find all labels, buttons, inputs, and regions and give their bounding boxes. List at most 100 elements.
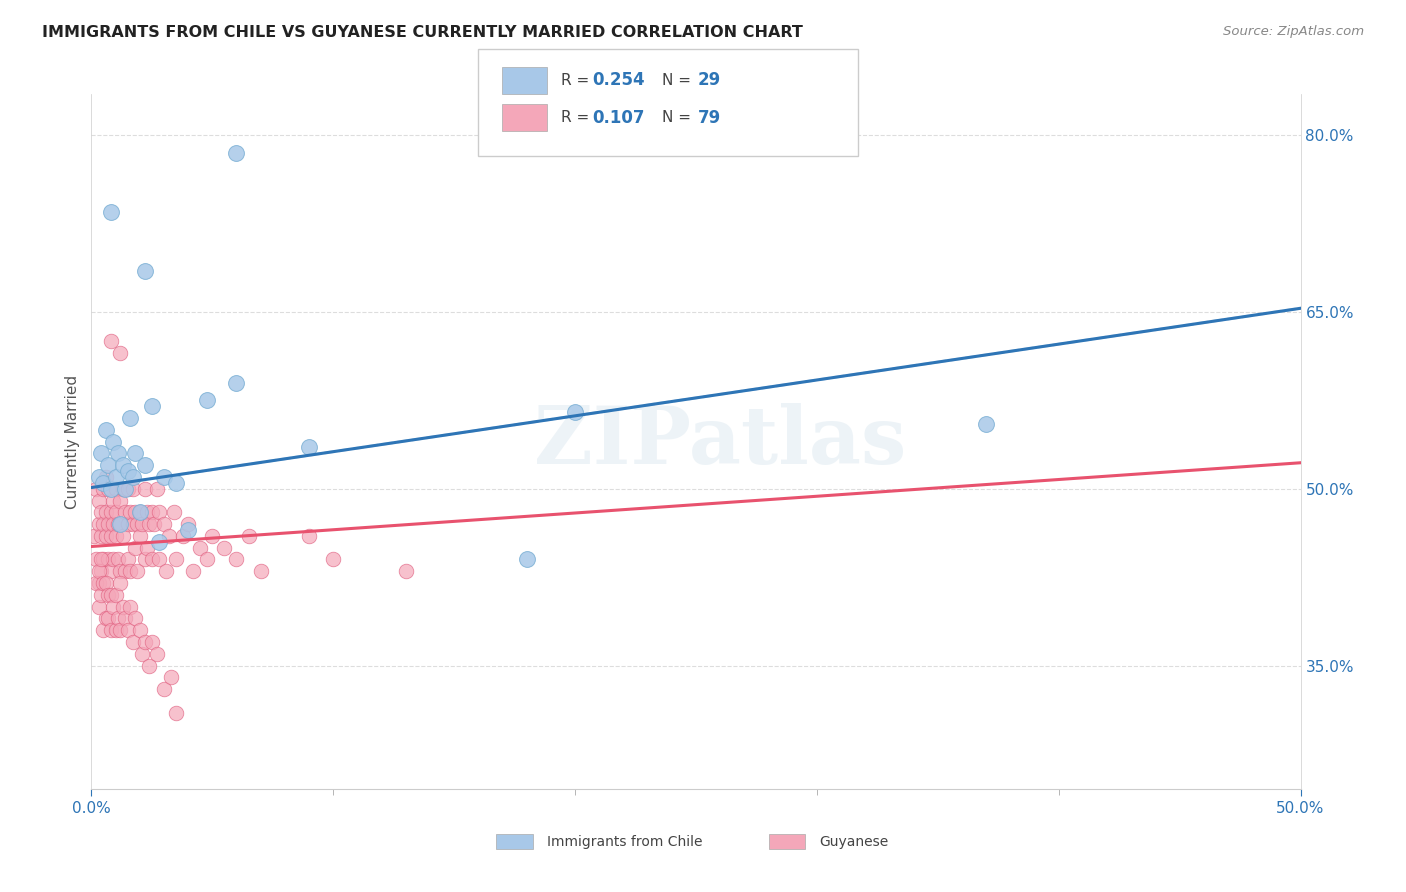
Point (214, 541, 236, 555)
Point (145, 482, 167, 496)
Point (153, 682, 176, 697)
Point (225, 376, 247, 390)
Point (87, 493, 110, 508)
Point (93, 576, 115, 591)
Point (110, 493, 132, 508)
Point (104, 529, 127, 543)
Point (93, 624, 115, 638)
Point (101, 493, 124, 508)
Point (177, 523, 200, 537)
Point (145, 647, 167, 661)
Point (172, 529, 194, 543)
Point (197, 552, 219, 566)
Point (94, 470, 117, 484)
Point (148, 534, 170, 549)
Point (124, 505, 146, 519)
Text: Source: ZipAtlas.com: Source: ZipAtlas.com (1223, 25, 1364, 38)
Point (93, 475, 115, 490)
Point (131, 517, 153, 532)
Point (162, 505, 184, 519)
Point (90, 446, 112, 460)
Point (100, 564, 122, 578)
Point (104, 470, 127, 484)
Point (111, 599, 134, 614)
Point (141, 505, 163, 519)
Point (100, 204, 122, 219)
Point (136, 505, 159, 519)
Point (127, 564, 149, 578)
Point (97, 611, 120, 625)
Text: 29: 29 (697, 71, 721, 89)
Point (84, 482, 107, 496)
Point (121, 482, 143, 496)
Point (84, 576, 107, 591)
Point (94, 529, 117, 543)
Point (94, 505, 117, 519)
Bar (496, 834, 533, 849)
Point (100, 482, 122, 496)
Point (90, 588, 112, 602)
Point (87, 470, 110, 484)
Point (128, 624, 150, 638)
Point (111, 482, 134, 496)
Point (90, 529, 112, 543)
Point (143, 517, 166, 532)
Point (107, 446, 129, 460)
Point (110, 564, 132, 578)
Point (117, 482, 139, 496)
Point (148, 505, 170, 519)
Point (148, 552, 170, 566)
Point (100, 624, 122, 638)
Point (121, 635, 143, 649)
Point (101, 599, 124, 614)
Point (87, 599, 110, 614)
Point (124, 541, 146, 555)
Point (128, 505, 150, 519)
Point (124, 611, 146, 625)
Point (153, 517, 176, 532)
Point (93, 482, 115, 496)
Point (564, 405, 586, 419)
Point (395, 564, 418, 578)
Point (141, 552, 163, 566)
Point (188, 541, 211, 555)
Point (165, 552, 187, 566)
Point (83, 529, 105, 543)
Point (225, 145, 247, 160)
Point (177, 517, 200, 532)
Point (974, 417, 997, 431)
Point (111, 458, 134, 472)
Point (121, 470, 143, 484)
Point (97, 517, 120, 532)
Point (84, 552, 107, 566)
Point (110, 576, 132, 591)
Point (124, 446, 146, 460)
Point (121, 517, 143, 532)
Point (114, 611, 136, 625)
Point (107, 552, 129, 566)
Text: ZIPatlas: ZIPatlas (534, 402, 907, 481)
Point (157, 529, 180, 543)
Text: 0.254: 0.254 (592, 71, 644, 89)
Text: IMMIGRANTS FROM CHILE VS GUYANESE CURRENTLY MARRIED CORRELATION CHART: IMMIGRANTS FROM CHILE VS GUYANESE CURREN… (42, 25, 803, 40)
Point (134, 635, 156, 649)
Text: R =: R = (561, 73, 595, 87)
Point (97, 458, 120, 472)
Point (104, 588, 127, 602)
Point (87, 564, 110, 578)
Point (134, 482, 156, 496)
Point (97, 552, 120, 566)
Point (201, 529, 224, 543)
Point (120, 564, 142, 578)
Point (298, 529, 321, 543)
Point (155, 564, 177, 578)
Point (94, 576, 117, 591)
Text: R =: R = (561, 111, 595, 125)
Point (100, 588, 122, 602)
Point (101, 434, 124, 449)
Text: Guyanese: Guyanese (820, 835, 889, 848)
Point (181, 564, 204, 578)
Text: 0.107: 0.107 (592, 109, 644, 127)
Point (104, 624, 127, 638)
Point (516, 552, 538, 566)
